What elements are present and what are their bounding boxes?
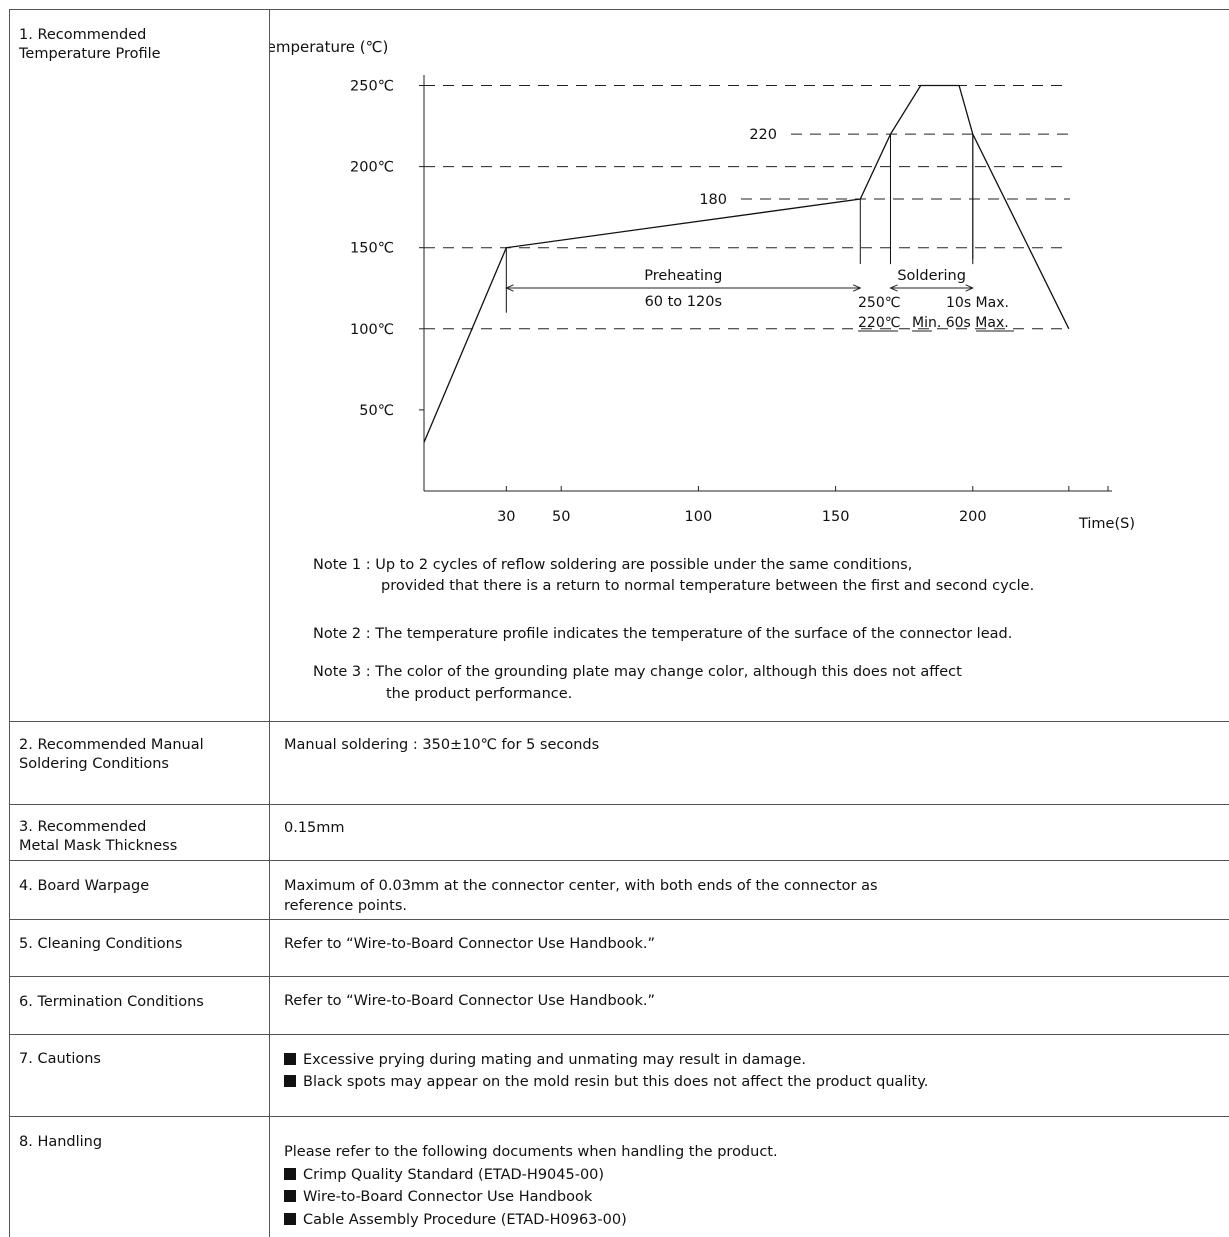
square-bullet-icon	[284, 1167, 296, 1180]
note-2: Note 2 : The temperature profile indicat…	[313, 624, 1012, 644]
column-divider	[269, 9, 270, 1237]
table-border-top	[9, 9, 1229, 10]
temperature-profile-chart: 250℃ 200℃ 150℃ 100℃ 50℃ 220 180 30 50 100 150 200 Te…	[270, 38, 1135, 532]
content-line: Refer to “Wire-to-Board Connector Use Ha…	[284, 936, 655, 952]
row-divider	[9, 721, 1229, 722]
square-bullet-icon	[284, 1053, 296, 1065]
bullet-item: Black spots may appear on the mold resin…	[284, 1071, 928, 1093]
board-warpage-cell: Maximum of 0.03mm at the connector cente…	[284, 876, 878, 916]
bullet-item: Cable Assembly Procedure (ETAD-H0963-00)	[284, 1209, 778, 1232]
bullet-item: Crimp Quality Standard (ETAD-H9045-00)	[284, 1164, 778, 1187]
zone-time-label: Min. 60s Max.	[912, 315, 1009, 331]
y-tick-label: 100℃	[350, 322, 394, 338]
bullet-item: Wire-to-Board Connector Use Handbook	[284, 1186, 778, 1209]
profile-line	[423, 84, 1070, 443]
section-label: 8. Handling	[19, 1134, 103, 1150]
row-divider	[9, 1034, 1229, 1035]
section-label: 6. Termination Conditions	[19, 994, 204, 1010]
manual-soldering-cell: Manual soldering : 350±10℃ for 5 seconds	[284, 735, 599, 755]
square-bullet-icon	[284, 1212, 296, 1225]
x-tick-label: 150	[822, 509, 850, 525]
section-label: 5. Cleaning Conditions	[19, 936, 183, 952]
note-text: The color of the grounding plate may cha…	[375, 664, 962, 680]
bullet-text: Cable Assembly Procedure (ETAD-H0963-00)	[303, 1211, 627, 1228]
peak-time-label: 10s Max.	[946, 295, 1009, 311]
preheat-label: Preheating	[644, 268, 722, 284]
annotations	[506, 134, 1014, 332]
row-divider	[9, 860, 1229, 861]
axes	[419, 75, 1112, 492]
handling-cell: Please refer to the following documents …	[284, 1141, 778, 1231]
bullet-text: Excessive prying during mating and unmat…	[303, 1052, 807, 1068]
y-tick-label: 200℃	[350, 160, 394, 176]
section-label: 4. Board Warpage	[19, 878, 150, 894]
bullet-text: Wire-to-Board Connector Use Handbook	[303, 1189, 593, 1205]
content-line: Maximum of 0.03mm at the connector cente…	[284, 878, 878, 894]
content-line: reference points.	[284, 898, 407, 914]
bullet-text: Black spots may appear on the mold resin…	[303, 1074, 929, 1090]
cleaning-cell: Refer to “Wire-to-Board Connector Use Ha…	[284, 934, 655, 954]
y-axis-title: Temperature (℃)	[270, 38, 388, 56]
zone-temp-label: 220℃	[858, 315, 900, 331]
handling-intro: Please refer to the following documents …	[284, 1144, 778, 1160]
note-text: The temperature profile indicates the te…	[375, 626, 1013, 642]
section-label: 1. Recommended Temperature Profile	[19, 27, 161, 62]
note-1: Note 1 : Up to 2 cycles of reflow solder…	[313, 555, 912, 575]
peak-temp-label: 250℃	[858, 295, 900, 311]
note-label: Note 2 :	[313, 626, 371, 642]
chart-text: 250℃ 200℃ 150℃ 100℃ 50℃ 220 180 30 50 100 150 200 Te…	[270, 38, 1135, 532]
soldering-label: Soldering	[897, 268, 966, 284]
x-tick-label: 50	[552, 509, 570, 525]
row-divider	[9, 919, 1229, 920]
cautions-cell: Excessive prying during mating and unmat…	[284, 1049, 928, 1093]
content-line: Refer to “Wire-to-Board Connector Use Ha…	[284, 993, 655, 1009]
row-divider	[9, 1116, 1229, 1117]
mask-thickness-cell: 0.15mm	[284, 818, 345, 838]
section-label: 2. Recommended Manual Soldering Conditio…	[19, 737, 204, 772]
y-tick-label: 250℃	[350, 79, 394, 95]
series	[423, 84, 1070, 443]
content-line: 0.15mm	[284, 820, 345, 836]
square-bullet-icon	[284, 1190, 296, 1202]
note-3-continuation: the product performance.	[386, 686, 573, 702]
x-tick-label: 100	[685, 509, 713, 525]
note-3: Note 3 : The color of the grounding plat…	[313, 662, 962, 682]
termination-cell: Refer to “Wire-to-Board Connector Use Ha…	[284, 991, 655, 1011]
note-1-continuation: provided that there is a return to norma…	[381, 578, 1035, 594]
level-label: 180	[699, 192, 727, 208]
note-label: Note 3 :	[313, 664, 371, 680]
section-label: 7. Cautions	[19, 1051, 101, 1067]
preheat-time: 60 to 120s	[645, 294, 722, 310]
bullet-text: Crimp Quality Standard (ETAD-H9045-00)	[303, 1166, 605, 1183]
y-tick-label: 50℃	[359, 403, 394, 419]
content-line: Manual soldering : 350±10℃ for 5 seconds	[284, 737, 600, 753]
table-border-left	[9, 9, 10, 1237]
row-divider	[9, 976, 1229, 977]
x-tick-label: 30	[497, 509, 515, 525]
x-tick-label: 200	[959, 509, 987, 525]
section-label: 3. Recommended Metal Mask Thickness	[19, 819, 178, 854]
y-tick-label: 150℃	[350, 241, 394, 257]
note-label: Note 1 :	[313, 557, 371, 573]
x-axis-title: Time(S)	[1078, 516, 1135, 532]
row-divider	[9, 804, 1229, 805]
bullet-item: Excessive prying during mating and unmat…	[284, 1049, 928, 1071]
square-bullet-icon	[284, 1075, 296, 1087]
note-text: Up to 2 cycles of reflow soldering are p…	[375, 557, 913, 573]
level-label: 220	[749, 127, 777, 143]
dashed-grid	[424, 85, 1070, 330]
